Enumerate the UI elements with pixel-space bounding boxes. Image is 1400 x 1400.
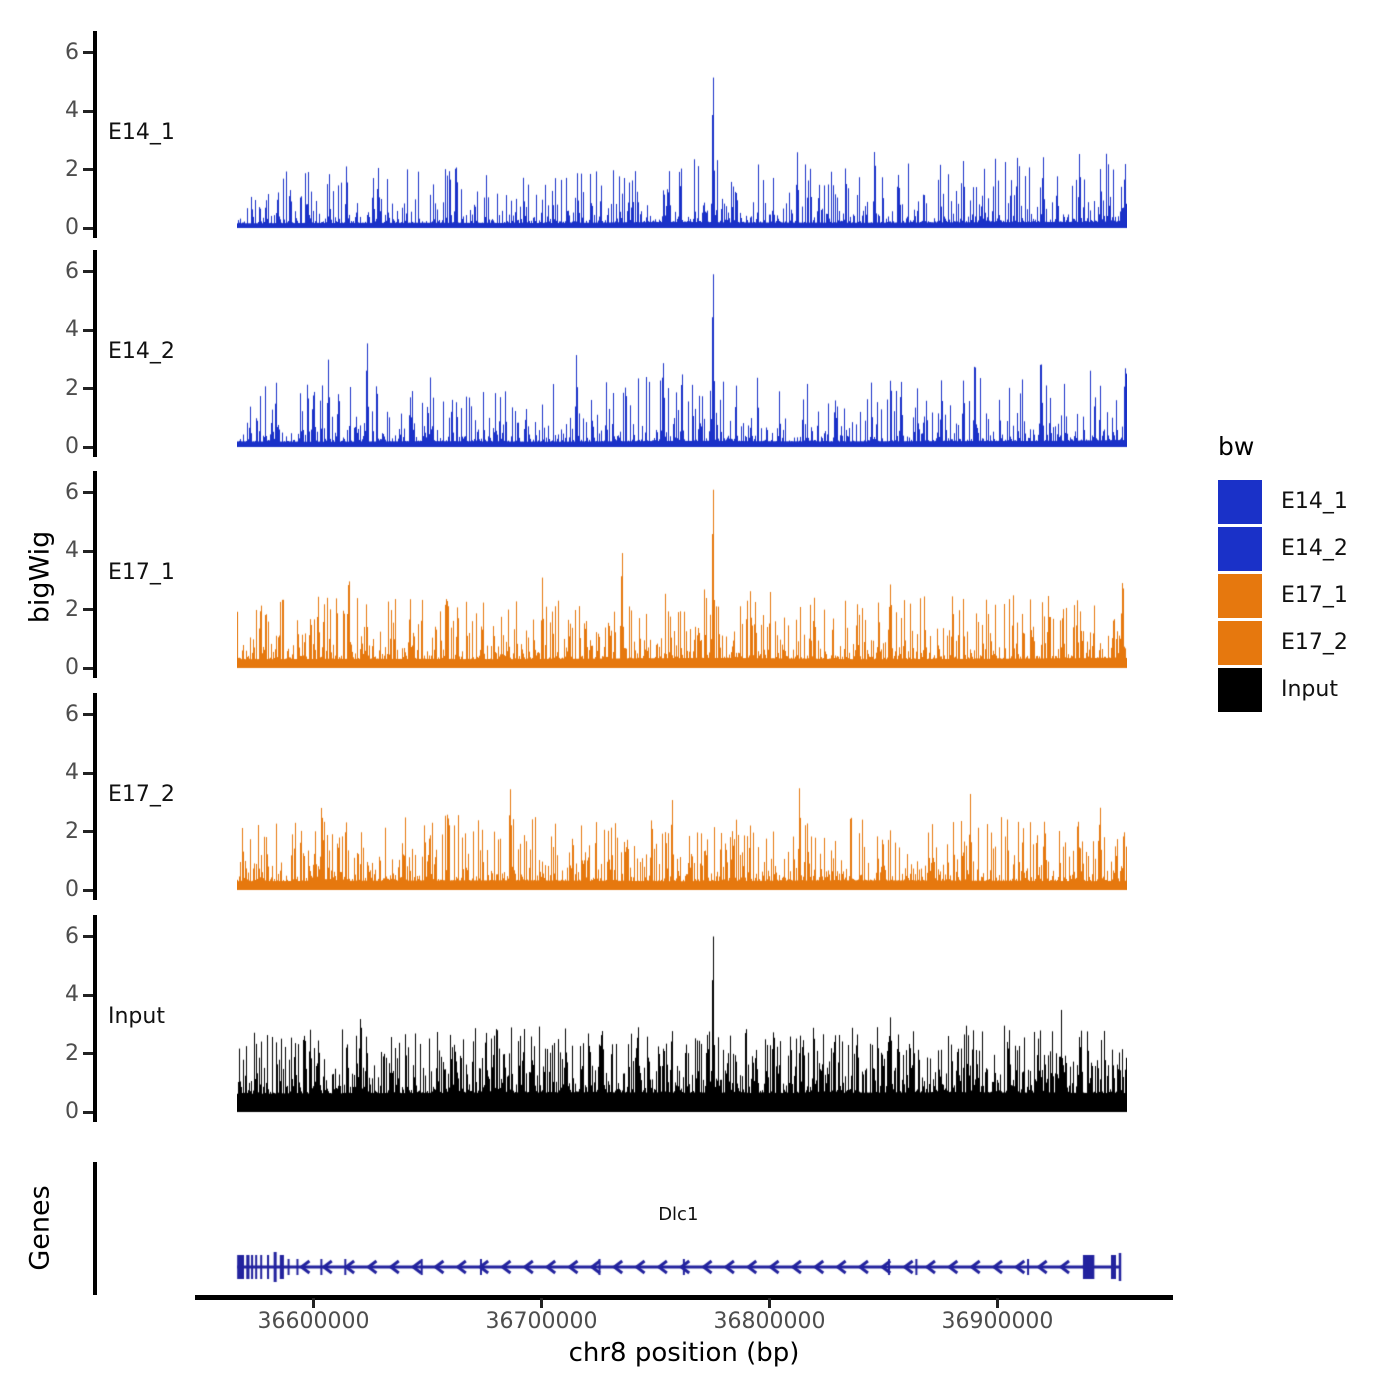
x-tick-label: 36600000 — [257, 1309, 370, 1334]
y-tick-label: 4 — [65, 760, 79, 786]
x-tick-mark — [767, 1298, 771, 1308]
x-tick-label: 36900000 — [941, 1309, 1054, 1334]
legend-swatch-e14_1 — [1218, 480, 1262, 524]
signal-canvas-e14_1 — [237, 31, 1127, 231]
y-tick-mark — [83, 1110, 93, 1114]
y-tick-label: 4 — [65, 982, 79, 1008]
legend-title: bw — [1218, 432, 1255, 461]
track-label: E17_1 — [108, 560, 175, 585]
genes-axis-line — [93, 1162, 97, 1295]
y-tick-label: 2 — [65, 156, 79, 182]
y-tick-mark — [83, 888, 93, 892]
y-tick-mark — [83, 1052, 93, 1056]
y-tick-label: 0 — [65, 434, 79, 459]
y-tick-label: 0 — [65, 1099, 79, 1124]
signal-canvas-e17_1 — [237, 471, 1127, 671]
signal-canvas-e14_2 — [237, 250, 1127, 450]
legend-swatch-input — [1218, 668, 1262, 712]
y-tick-mark — [83, 771, 93, 775]
x-tick-mark — [540, 1298, 544, 1308]
y-tick-mark — [83, 608, 93, 612]
genes-panel-title: Genes — [24, 1185, 56, 1271]
legend-label-e14_2: E14_2 — [1281, 536, 1348, 561]
track-axis-line — [93, 693, 97, 900]
y-tick-label: 2 — [65, 818, 79, 844]
y-tick-mark — [83, 328, 93, 332]
y-tick-label: 6 — [65, 258, 79, 284]
track-axis-line — [93, 250, 97, 457]
x-tick-mark — [312, 1298, 316, 1308]
y-tick-mark — [83, 445, 93, 449]
track-axis-line — [93, 31, 97, 238]
gene-model-canvas — [193, 1158, 1193, 1303]
y-tick-mark — [83, 168, 93, 172]
y-tick-label: 2 — [65, 1040, 79, 1066]
y-tick-label: 0 — [65, 215, 79, 240]
y-tick-mark — [83, 270, 93, 274]
track-axis-line — [93, 471, 97, 678]
legend-swatch-e14_2 — [1218, 527, 1262, 571]
y-tick-label: 2 — [65, 596, 79, 622]
track-label: E14_1 — [108, 120, 175, 145]
track-label: E14_2 — [108, 339, 175, 364]
y-tick-mark — [83, 387, 93, 391]
y-tick-mark — [83, 993, 93, 997]
y-tick-label: 4 — [65, 317, 79, 343]
x-axis-title: chr8 position (bp) — [568, 1338, 800, 1368]
x-tick-label: 36700000 — [485, 1309, 598, 1334]
y-tick-label: 6 — [65, 39, 79, 65]
y-tick-label: 0 — [65, 877, 79, 902]
legend-label-e14_1: E14_1 — [1281, 489, 1348, 514]
y-tick-mark — [83, 491, 93, 495]
legend-label-input: Input — [1281, 677, 1338, 702]
y-tick-label: 0 — [65, 655, 79, 680]
y-tick-mark — [83, 226, 93, 230]
legend-label-e17_2: E17_2 — [1281, 630, 1348, 655]
track-axis-line — [93, 915, 97, 1122]
y-tick-mark — [83, 51, 93, 55]
y-tick-label: 6 — [65, 479, 79, 505]
y-tick-label: 4 — [65, 98, 79, 124]
signal-canvas-e17_2 — [237, 693, 1127, 893]
x-tick-mark — [995, 1298, 999, 1308]
track-label: E17_2 — [108, 782, 175, 807]
y-tick-label: 4 — [65, 538, 79, 564]
legend-swatch-e17_1 — [1218, 574, 1262, 618]
y-tick-mark — [83, 549, 93, 553]
y-tick-mark — [83, 830, 93, 834]
y-tick-label: 2 — [65, 375, 79, 401]
track-label: Input — [108, 1004, 165, 1029]
y-tick-mark — [83, 935, 93, 939]
legend-label-e17_1: E17_1 — [1281, 583, 1348, 608]
y-tick-label: 6 — [65, 701, 79, 727]
x-axis-line — [195, 1295, 1173, 1300]
y-tick-label: 6 — [65, 923, 79, 949]
signal-canvas-input — [237, 915, 1127, 1115]
y-tick-mark — [83, 713, 93, 717]
y-tick-mark — [83, 109, 93, 113]
y-tick-mark — [83, 666, 93, 670]
x-tick-label: 36800000 — [713, 1309, 826, 1334]
legend-swatch-e17_2 — [1218, 621, 1262, 665]
